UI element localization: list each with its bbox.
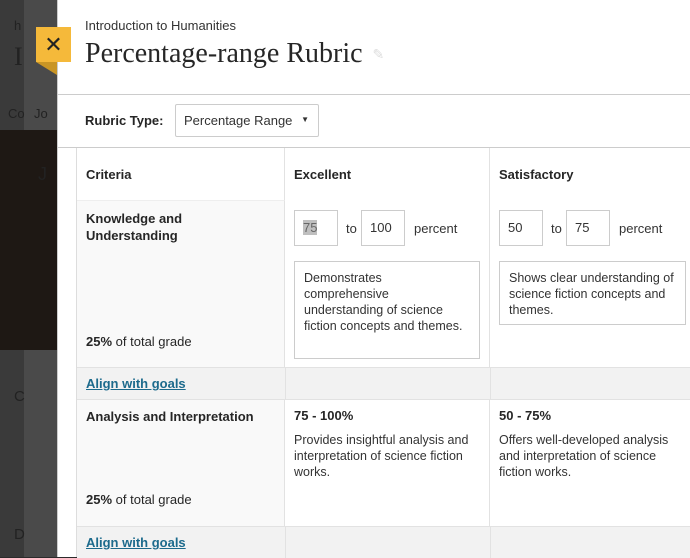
bg-text: Jo xyxy=(34,106,48,121)
pencil-icon[interactable]: ✎ xyxy=(372,45,385,62)
level-description: Offers well-developed analysis and inter… xyxy=(499,433,669,479)
criterion-cell: Knowledge and Understanding 25% of total… xyxy=(77,200,285,367)
level-description: Provides insightful analysis and interpr… xyxy=(294,433,469,479)
column-header-criteria: Criteria xyxy=(77,148,285,200)
close-button-fold xyxy=(36,62,57,75)
close-icon: ✕ xyxy=(44,31,63,57)
weight-value: 25% xyxy=(86,334,113,349)
level-description-input[interactable]: Shows clear understanding of science fic… xyxy=(499,261,686,325)
align-row: Align with goals xyxy=(77,367,690,399)
divider xyxy=(285,527,286,558)
bg-text: I xyxy=(14,42,23,71)
background-page: h I Co Jo J C D xyxy=(0,0,57,557)
align-with-goals-link[interactable]: Align with goals xyxy=(86,376,186,391)
level-range: 50 - 75% xyxy=(499,408,552,423)
weight-suffix: of total grade xyxy=(115,492,192,507)
criterion-weight: 25% of total grade xyxy=(86,492,192,507)
bg-text: J xyxy=(38,164,47,184)
level-range: 75 - 100% xyxy=(294,408,354,423)
title-row: Percentage-range Rubric ✎ xyxy=(85,38,384,70)
range-separator: to xyxy=(551,221,562,236)
bg-text: Co xyxy=(8,106,25,121)
divider xyxy=(490,368,491,399)
bg-text: D xyxy=(14,526,25,543)
rubric-type-value: Percentage Range xyxy=(184,113,293,128)
rubric-type-label: Rubric Type: xyxy=(85,113,164,128)
level-cell: 75 to 100 percent Demonstrates comprehen… xyxy=(285,200,490,367)
rubric-table: Criteria Excellent Satisfactory Knowledg… xyxy=(76,148,690,558)
level-cell: 50 to 75 percent Shows clear understandi… xyxy=(490,200,690,367)
course-name: Introduction to Humanities xyxy=(85,18,237,33)
range-unit: percent xyxy=(414,221,458,236)
page-title: Percentage-range Rubric xyxy=(85,38,363,69)
weight-suffix: of total grade xyxy=(115,334,192,349)
criterion-name[interactable]: Knowledge and Understanding xyxy=(86,211,183,243)
range-from-input[interactable]: 75 xyxy=(294,210,338,246)
rubric-type-select[interactable]: Percentage Range ▼ xyxy=(175,104,319,137)
criterion-cell: Analysis and Interpretation 25% of total… xyxy=(77,399,285,526)
divider xyxy=(58,94,690,95)
divider xyxy=(285,368,286,399)
divider xyxy=(58,147,690,148)
level-description-input[interactable]: Demonstrates comprehensive understanding… xyxy=(294,261,480,359)
rubric-panel: Introduction to Humanities Percentage-ra… xyxy=(57,0,690,558)
divider xyxy=(490,527,491,558)
column-header-satisfactory: Satisfactory xyxy=(490,148,690,200)
range-from-value: 75 xyxy=(303,220,318,235)
range-separator: to xyxy=(346,221,357,236)
caret-down-icon: ▼ xyxy=(301,115,309,124)
bg-text: h xyxy=(14,18,22,33)
close-button[interactable]: ✕ xyxy=(36,27,71,62)
weight-value: 25% xyxy=(86,492,113,507)
background-image xyxy=(0,130,57,350)
range-unit: percent xyxy=(619,221,663,236)
criterion-weight: 25% of total grade xyxy=(86,334,192,349)
level-cell: 50 - 75% Offers well-developed analysis … xyxy=(490,399,690,526)
range-from-input[interactable]: 50 xyxy=(499,210,543,246)
align-with-goals-link[interactable]: Align with goals xyxy=(86,535,186,550)
bg-text: C xyxy=(14,388,25,405)
level-cell: 75 - 100% Provides insightful analysis a… xyxy=(285,399,490,526)
range-to-input[interactable]: 75 xyxy=(566,210,610,246)
range-to-input[interactable]: 100 xyxy=(361,210,405,246)
column-header-excellent: Excellent xyxy=(285,148,490,200)
criterion-name[interactable]: Analysis and Interpretation xyxy=(86,409,254,424)
align-row: Align with goals xyxy=(77,526,690,558)
